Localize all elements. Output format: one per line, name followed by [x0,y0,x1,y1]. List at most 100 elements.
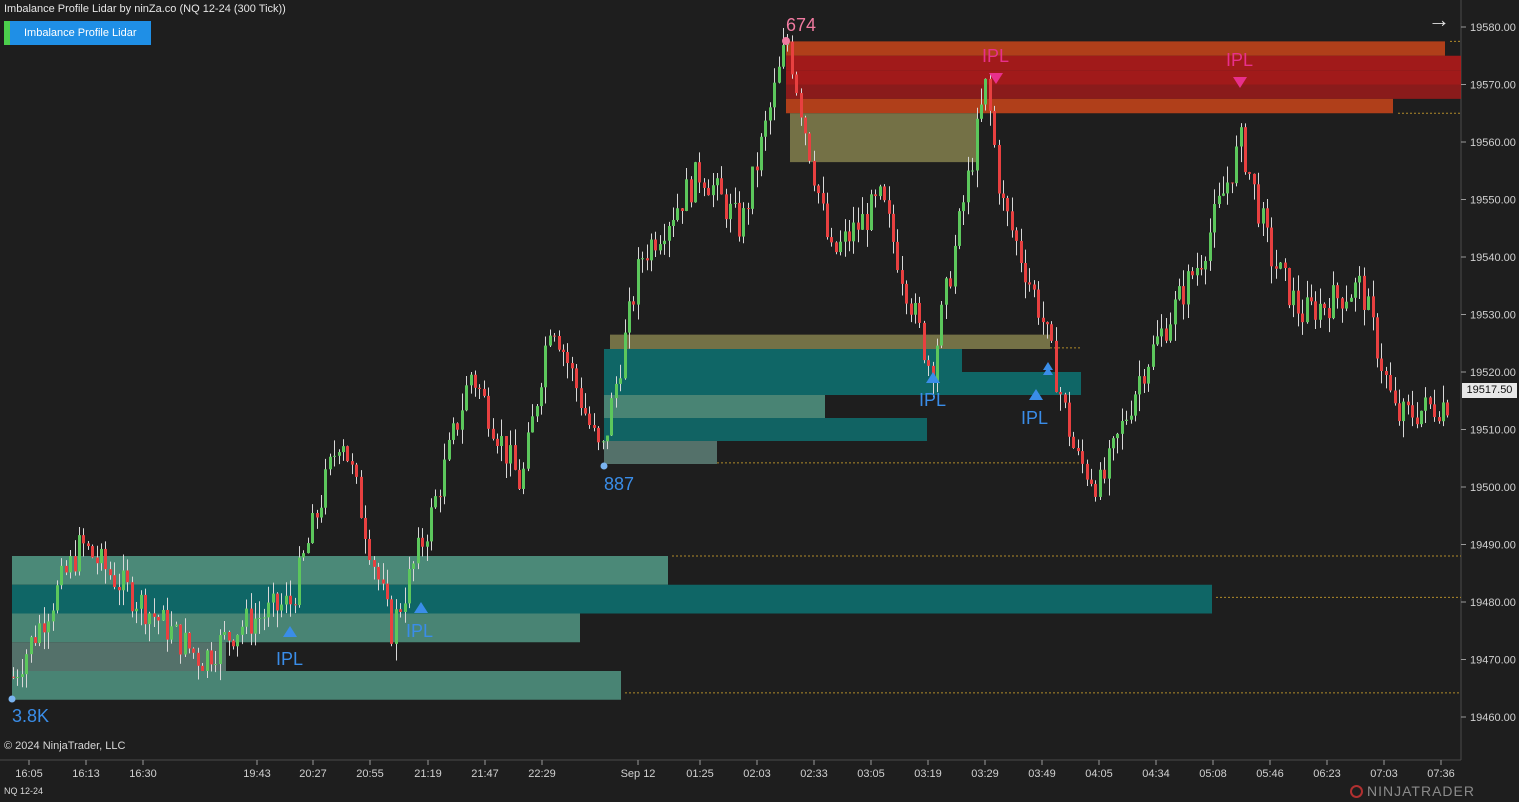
candle-body [228,632,231,641]
candle-body [1068,402,1071,437]
ipl-markers [283,73,1247,637]
candle-body [945,278,948,305]
candle-body [197,652,200,666]
candle-body [1020,240,1023,264]
candle-body [285,595,288,605]
candle-body [751,166,754,209]
candle-body [830,237,833,243]
candle-body [808,133,811,161]
candle-body [166,609,169,640]
candle-body [333,455,336,457]
candle-body [817,185,820,194]
arrow-right-icon[interactable]: → [1428,7,1450,32]
candle-body [324,469,327,508]
imbalance-zone [604,395,825,418]
candle-body [452,423,455,440]
candle-body [1446,402,1449,416]
candle-body [954,245,957,287]
candle-body [923,322,926,361]
imbalance-zone [610,334,1050,349]
candle-body [412,563,415,569]
candle-body [21,674,24,678]
candle-body [1292,290,1295,306]
candle-body [1028,282,1031,285]
candle-body [82,535,85,544]
candle-body [874,194,877,197]
candle-body [1130,415,1133,420]
candle-body [1420,410,1423,425]
candle-body [1081,451,1084,464]
candle-body [571,363,574,369]
candle-body [465,385,468,411]
candle-body [1037,289,1040,318]
candle-body [483,388,486,396]
time-tick-label: 20:27 [299,768,327,780]
candle-body [1059,392,1062,395]
candle-body [756,166,759,171]
candle-body [175,624,178,627]
candle-body [192,648,195,653]
candle-body [298,557,301,606]
candle-body [764,120,767,137]
price-tick-label: 19560.00 [1470,137,1516,149]
candle-body [1002,193,1005,199]
candle-body [52,610,55,622]
candle-body [1156,336,1159,345]
candle-body [1165,328,1168,341]
candle-body [1125,419,1128,421]
time-tick-label: 01:25 [686,768,714,780]
ipl-down-arrow-icon [989,73,1003,84]
indicator-button[interactable]: Imbalance Profile Lidar [4,21,151,45]
candle-body [1358,275,1361,283]
candle-body [1235,146,1238,184]
price-tick-label: 19500.00 [1470,482,1516,494]
candle-body [822,193,825,204]
candle-body [663,240,666,245]
imbalance-zone [12,613,580,643]
time-tick-label: 03:29 [971,768,999,780]
candle-body [382,579,385,584]
candle-body [56,585,59,611]
candle-body [96,557,99,564]
candle-body [1354,282,1357,298]
candle-body [800,93,803,118]
candle-body [390,599,393,644]
candle-body [346,446,349,462]
candle-body [514,445,517,470]
candle-body [637,259,640,305]
candle-body [1380,358,1383,372]
candle-body [698,162,701,183]
candle-body [179,624,182,655]
candle-body [888,200,891,214]
candle-body [971,170,974,172]
candle-body [870,194,873,231]
candle-body [558,335,561,350]
candle-body [1064,394,1067,403]
ipl-label: IPL [1021,408,1048,428]
candle-body [580,388,583,409]
candle-body [245,608,248,627]
candle-body [747,208,750,210]
imbalance-zone [604,441,717,464]
candle-body [967,170,970,203]
candle-body [901,270,904,284]
candle-body [1279,262,1282,269]
price-tick-label: 19520.00 [1470,367,1516,379]
candle-body [355,464,358,477]
candle-body [1160,328,1163,337]
candle-body [113,575,116,587]
candle-body [342,446,345,453]
candle-body [448,439,451,460]
ninjatrader-logo: NINJATRADER [1350,783,1475,799]
candle-body [940,304,943,346]
candle-body [773,82,776,108]
candle-body [782,45,785,67]
imbalance-zone [604,372,1081,395]
swing-high-label: 674 [786,15,816,35]
candle-body [769,107,772,121]
ipl-down-arrow-icon [1233,77,1247,88]
candle-body [487,395,490,429]
double-arrow-icon [1043,367,1053,375]
candle-body [1213,204,1216,233]
